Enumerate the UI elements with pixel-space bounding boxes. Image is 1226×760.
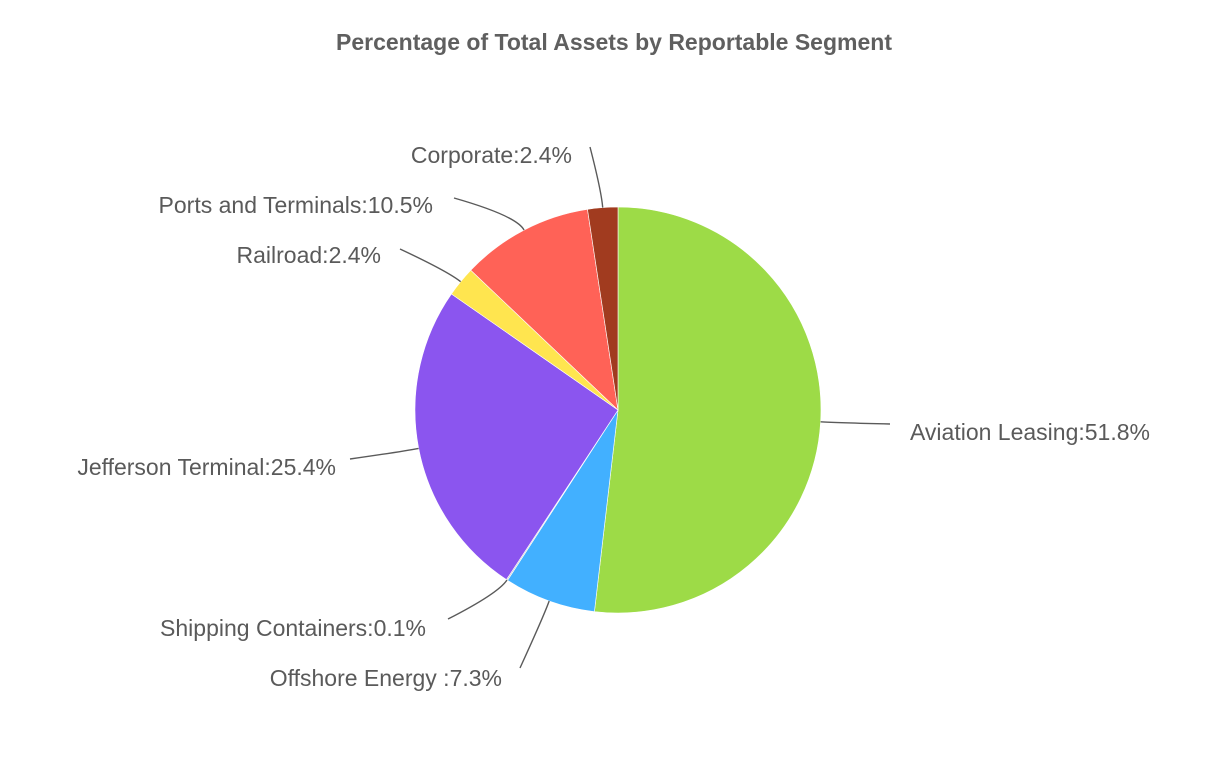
slice-label-jefferson-terminal: Jefferson Terminal:25.4% xyxy=(77,454,336,480)
pie-slice-aviation-leasing xyxy=(594,206,822,614)
leader-line-corporate xyxy=(589,146,604,208)
slice-labels: Aviation Leasing:51.8% Offshore Energy :7… xyxy=(77,142,1150,691)
slice-label-offshore-energy: Offshore Energy :7.3% xyxy=(270,665,502,691)
pie-slice-jefferson-terminal xyxy=(414,293,619,581)
leader-line-railroad xyxy=(399,248,462,283)
leader-lines xyxy=(349,146,891,669)
slice-label-shipping-containers: Shipping Containers:0.1% xyxy=(160,615,426,641)
slice-label-aviation-leasing: Aviation Leasing:51.8% xyxy=(910,419,1150,445)
chart-title: Percentage of Total Assets by Reportable… xyxy=(336,29,892,55)
leader-line-jefferson-terminal xyxy=(349,447,419,460)
slice-label-corporate: Corporate:2.4% xyxy=(411,142,572,168)
leader-line-ports-and-terminals xyxy=(453,197,525,231)
leader-line-shipping-containers xyxy=(447,579,508,620)
leader-line-offshore-energy xyxy=(519,600,550,669)
slice-label-ports-and-terminals: Ports and Terminals:10.5% xyxy=(159,192,433,218)
slice-label-railroad: Railroad:2.4% xyxy=(237,242,381,268)
pie-slices xyxy=(414,206,822,614)
leader-line-aviation-leasing xyxy=(820,421,891,425)
